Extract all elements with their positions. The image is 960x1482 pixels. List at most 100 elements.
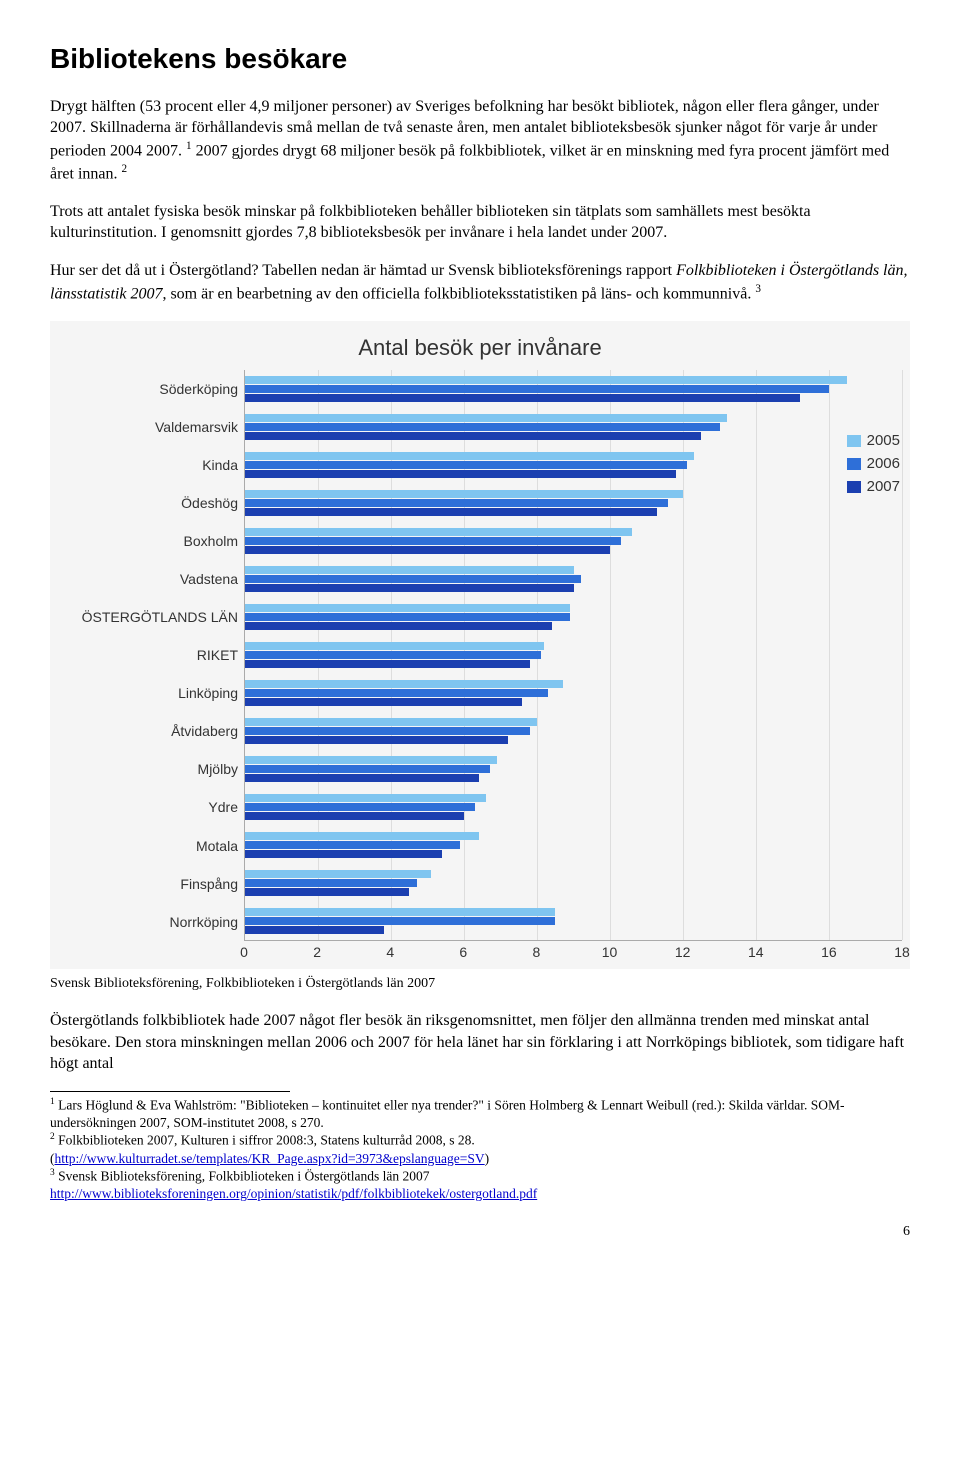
chart-bar — [245, 604, 570, 612]
chart-x-tick: 18 — [894, 943, 910, 962]
chart-bar — [245, 470, 676, 478]
footnote-text: Lars Höglund & Eva Wahlström: "Bibliotek… — [50, 1097, 845, 1130]
chart-bar — [245, 423, 720, 431]
chart-row — [245, 528, 902, 554]
chart-x-axis: 024681012141618 — [244, 943, 902, 961]
chart-category-label: Kinda — [58, 456, 238, 475]
chart-category-label: Mjölby — [58, 760, 238, 779]
chart-category-label: Ödeshög — [58, 494, 238, 513]
chart-bar — [245, 774, 479, 782]
chart-x-tick: 2 — [313, 943, 321, 962]
chart-bar — [245, 452, 694, 460]
chart-row — [245, 794, 902, 820]
chart-caption: Svensk Biblioteksförening, Folkbibliotek… — [50, 975, 910, 994]
chart-bar — [245, 756, 497, 764]
text: , som är en bearbetning av den officiell… — [162, 285, 755, 302]
footnote-ref-3: 3 — [755, 283, 761, 295]
chart-bar — [245, 490, 683, 498]
chart-bar — [245, 794, 486, 802]
chart-bar — [245, 680, 563, 688]
chart-bar — [245, 888, 409, 896]
chart-x-tick: 14 — [748, 943, 764, 962]
chart-category-label: Finspång — [58, 875, 238, 894]
chart-bar — [245, 879, 417, 887]
chart-x-tick: 8 — [533, 943, 541, 962]
chart-y-labels: Söderköping Valdemarsvik Kinda Ödeshög Boxho… — [58, 370, 244, 941]
footnote-2: 2 Folkbiblioteken 2007, Kulturen i siffr… — [50, 1131, 910, 1167]
chart-title: Antal besök per invånare — [58, 333, 902, 363]
paragraph-3: Hur ser det då ut i Östergötland? Tabell… — [50, 260, 910, 305]
chart-bar — [245, 689, 548, 697]
chart-x-tick: 6 — [459, 943, 467, 962]
chart-row — [245, 566, 902, 592]
chart-bar — [245, 528, 632, 536]
chart-category-label: Ydre — [58, 798, 238, 817]
chart-bar — [245, 736, 508, 744]
chart-row — [245, 680, 902, 706]
chart-bar — [245, 546, 610, 554]
chart-bar — [245, 803, 475, 811]
chart-bar — [245, 537, 621, 545]
chart-bar — [245, 461, 687, 469]
bar-chart: Antal besök per invånare Söderköping Vald… — [50, 321, 910, 970]
chart-bar — [245, 841, 460, 849]
footnote-ref-2: 2 — [122, 163, 128, 175]
chart-category-label: Boxholm — [58, 532, 238, 551]
chart-bar — [245, 765, 490, 773]
chart-x-tick: 16 — [821, 943, 837, 962]
chart-x-tick: 10 — [602, 943, 618, 962]
chart-bar — [245, 385, 829, 393]
chart-bar — [245, 622, 552, 630]
chart-row — [245, 832, 902, 858]
footnote-link[interactable]: http://www.kulturradet.se/templates/KR_P… — [55, 1151, 485, 1166]
chart-category-label: Valdemarsvik — [58, 418, 238, 437]
chart-bar — [245, 376, 847, 384]
chart-bar — [245, 870, 431, 878]
chart-bar — [245, 613, 570, 621]
chart-row — [245, 908, 902, 934]
chart-bar — [245, 642, 544, 650]
chart-bar — [245, 584, 574, 592]
chart-row — [245, 870, 902, 896]
chart-bar — [245, 698, 522, 706]
page-number: 6 — [50, 1223, 910, 1242]
chart-bar — [245, 926, 384, 934]
footnote-3: 3 Svensk Biblioteksförening, Folkbibliot… — [50, 1167, 910, 1203]
paragraph-1: Drygt hälften (53 procent eller 4,9 milj… — [50, 96, 910, 185]
footnote-link[interactable]: http://www.biblioteksforeningen.org/opin… — [50, 1186, 537, 1201]
chart-bar — [245, 414, 727, 422]
chart-row — [245, 376, 902, 402]
chart-bar — [245, 508, 657, 516]
chart-bar — [245, 660, 530, 668]
chart-bar — [245, 394, 800, 402]
footnote-1: 1 Lars Höglund & Eva Wahlström: "Bibliot… — [50, 1096, 910, 1132]
footnote-text: Svensk Biblioteksförening, Folkbibliotek… — [55, 1169, 430, 1184]
chart-bar — [245, 850, 442, 858]
chart-x-tick: 0 — [240, 943, 248, 962]
chart-bar — [245, 499, 668, 507]
chart-category-label: Söderköping — [58, 380, 238, 399]
chart-row — [245, 756, 902, 782]
text: Hur ser det då ut i Östergötland? Tabell… — [50, 262, 676, 279]
footnotes: 1 Lars Höglund & Eva Wahlström: "Bibliot… — [50, 1096, 910, 1203]
paragraph-4: Östergötlands folkbibliotek hade 2007 nå… — [50, 1010, 910, 1075]
chart-row — [245, 718, 902, 744]
chart-bar — [245, 917, 555, 925]
chart-row — [245, 642, 902, 668]
chart-category-label: Norrköping — [58, 913, 238, 932]
chart-category-label: Åtvidaberg — [58, 722, 238, 741]
chart-bar — [245, 718, 537, 726]
chart-x-tick: 12 — [675, 943, 691, 962]
chart-category-label: ÖSTERGÖTLANDS LÄN — [58, 608, 238, 627]
chart-bar — [245, 651, 541, 659]
page-title: Bibliotekens besökare — [50, 40, 910, 78]
chart-bar — [245, 908, 555, 916]
chart-row — [245, 414, 902, 440]
chart-category-label: Linköping — [58, 684, 238, 703]
paragraph-2: Trots att antalet fysiska besök minskar … — [50, 201, 910, 244]
chart-category-label: Vadstena — [58, 570, 238, 589]
footnote-text: Folkbiblioteken 2007, Kulturen i siffror… — [55, 1133, 475, 1148]
chart-bar — [245, 575, 581, 583]
chart-row — [245, 490, 902, 516]
chart-x-tick: 4 — [386, 943, 394, 962]
